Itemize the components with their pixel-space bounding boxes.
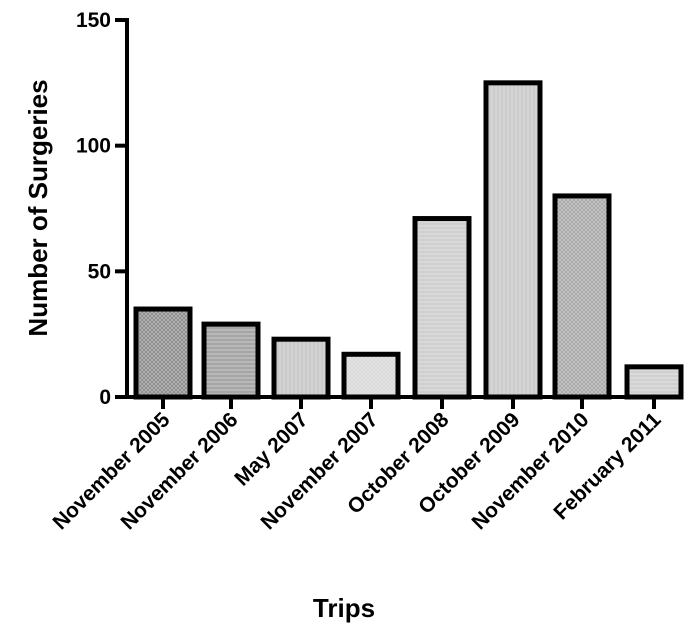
bar — [201, 321, 261, 400]
y-tick-label: 150 — [76, 9, 111, 32]
bar — [552, 193, 612, 400]
y-tick-label: 0 — [99, 386, 111, 409]
x-axis-title: Trips — [313, 593, 375, 623]
bar — [483, 80, 543, 400]
bar — [341, 351, 401, 400]
x-tick-label: November 2006 — [116, 408, 242, 534]
y-axis-title: Number of Surgeries — [23, 79, 53, 336]
bar — [624, 364, 684, 400]
bar — [133, 306, 193, 400]
y-tick-label: 50 — [88, 260, 111, 283]
x-tick-label: November 2005 — [48, 408, 174, 534]
x-tick-label: November 2007 — [256, 408, 382, 534]
bar — [412, 216, 472, 400]
y-tick-label: 100 — [76, 135, 111, 158]
bar — [271, 336, 331, 400]
